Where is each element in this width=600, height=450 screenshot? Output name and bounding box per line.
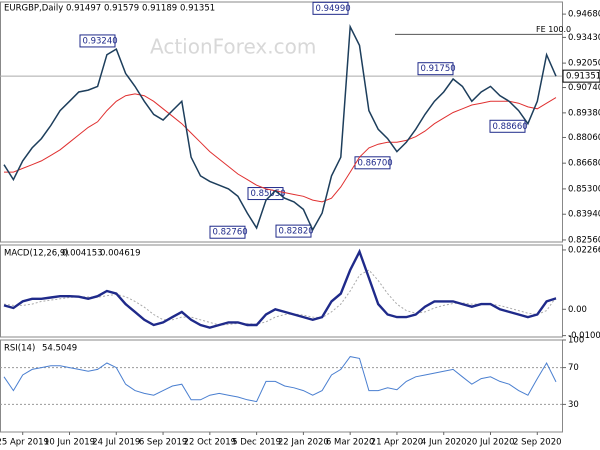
annotation-label: 0.82820 <box>279 227 314 237</box>
last-price-label: 0.91351 <box>566 72 600 82</box>
series-line <box>3 24 557 232</box>
annotation-label: 0.86700 <box>358 158 393 168</box>
annotation-label: 0.82760 <box>213 228 248 238</box>
pane-title: MACD(12,26,9) <box>4 249 69 259</box>
annotation-label: 0.91750 <box>421 64 456 74</box>
pane-reading: 0.004153 <box>62 249 103 259</box>
annotation-label: 0.85050 <box>251 189 286 199</box>
y-tick-label: 30 <box>568 400 579 410</box>
chart-title: EURGBP,Daily <box>4 4 63 14</box>
x-tick-label: 2 Sep 2020 <box>513 438 561 448</box>
annotation-box <box>275 224 312 238</box>
x-tick-label: 10 Jun 2019 <box>44 438 95 448</box>
y-tick-label: 100 <box>568 336 584 346</box>
pane-reading: 54.5049 <box>42 344 77 354</box>
fe-label: FE 100.0 <box>536 25 571 34</box>
x-tick-label: 21 Apr 2020 <box>371 438 424 448</box>
x-tick-label: 6 Sep 2019 <box>139 438 187 448</box>
ohlc-value: 0.91351 <box>180 4 215 14</box>
y-tick-label: 0.89380 <box>568 108 600 118</box>
ohlc-value: 0.91579 <box>104 4 139 14</box>
x-tick-label: 20 Jul 2020 <box>466 438 514 448</box>
last-price-box <box>562 69 600 83</box>
pane <box>0 339 563 433</box>
annotation-box <box>312 1 349 15</box>
series-line <box>3 248 557 329</box>
annotation-box <box>79 34 116 48</box>
pane-title: RSI(14) <box>4 344 35 354</box>
y-tick-label: 0.88060 <box>568 133 600 143</box>
pane <box>0 244 563 338</box>
y-tick-label: 70 <box>568 363 579 373</box>
series-line <box>3 356 557 403</box>
y-tick-label: 0.92050 <box>568 59 600 69</box>
ohlc-value: 0.91189 <box>142 4 177 14</box>
annotation-box <box>354 156 391 170</box>
watermark: ActionForex.com <box>150 35 316 59</box>
annotation-label: 0.94990 <box>316 4 351 14</box>
x-tick-label: 24 Jul 2019 <box>92 438 140 448</box>
pane-reading: 0.004619 <box>100 249 141 259</box>
x-tick-label: 5 Dec 2019 <box>232 438 281 448</box>
y-tick-label: 0.83940 <box>568 210 600 220</box>
y-tick-label: 0.00 <box>568 305 587 315</box>
y-tick-label: -0.010052 <box>568 331 600 341</box>
x-tick-label: 25 Apr 2019 <box>0 438 49 448</box>
x-tick-label: 22 Jan 2020 <box>278 438 329 448</box>
x-tick-label: 22 Oct 2019 <box>184 438 237 448</box>
ohlc-value: 0.91497 <box>66 4 101 14</box>
annotation-box <box>417 62 454 76</box>
y-tick-label: 0.94680 <box>568 10 600 20</box>
y-tick-label: 0.93430 <box>568 33 600 43</box>
annotation-box <box>209 225 246 239</box>
x-tick-label: 4 Jun 2020 <box>421 438 467 448</box>
series-line <box>4 93 557 203</box>
x-tick-label: 6 Mar 2020 <box>326 438 374 448</box>
y-tick-label: 0.022662 <box>568 245 600 255</box>
y-tick-label: 0.86680 <box>568 159 600 169</box>
y-tick-label: 0.82560 <box>568 235 600 245</box>
y-tick-label: 0.90740 <box>568 83 600 93</box>
y-tick-label: 0.85300 <box>568 184 600 194</box>
annotation-label: 0.93240 <box>83 36 118 46</box>
annotation-label: 0.88660 <box>493 122 528 132</box>
annotation-box <box>489 119 526 133</box>
